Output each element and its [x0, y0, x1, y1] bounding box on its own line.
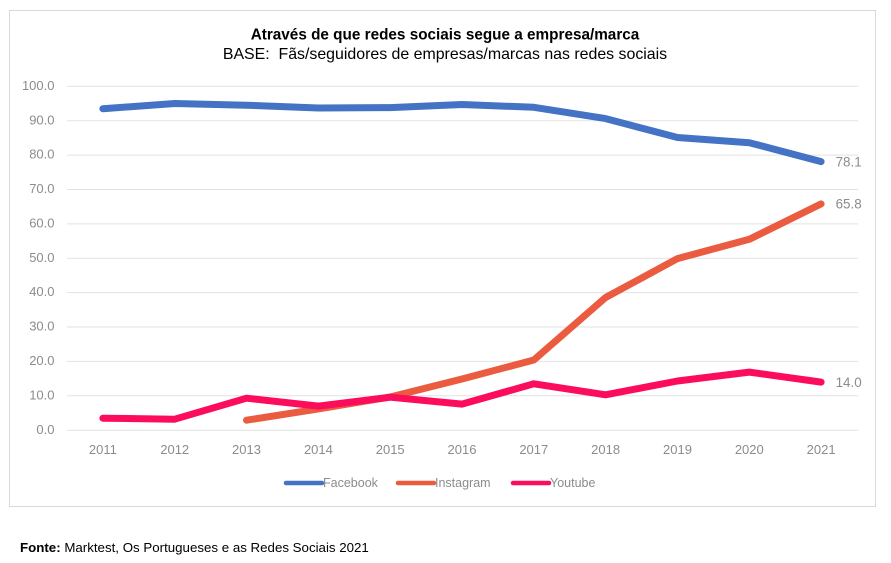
- svg-text:20.0: 20.0: [29, 353, 54, 368]
- svg-text:Facebook: Facebook: [323, 476, 379, 490]
- svg-text:Fonte: Marktest, Os Portuguese: Fonte: Marktest, Os Portugueses e as Red…: [20, 540, 369, 555]
- svg-text:70.0: 70.0: [29, 181, 54, 196]
- svg-text:2017: 2017: [519, 442, 548, 457]
- svg-text:30.0: 30.0: [29, 319, 54, 334]
- svg-text:Instagram: Instagram: [435, 476, 491, 490]
- svg-text:78.1: 78.1: [836, 154, 862, 169]
- svg-text:80.0: 80.0: [29, 147, 54, 162]
- svg-text:50.0: 50.0: [29, 250, 54, 265]
- svg-text:40.0: 40.0: [29, 284, 54, 299]
- svg-text:60.0: 60.0: [29, 216, 54, 231]
- svg-text:2021: 2021: [807, 442, 836, 457]
- svg-text:Youtube: Youtube: [550, 476, 595, 490]
- svg-text:2019: 2019: [663, 442, 692, 457]
- svg-text:2014: 2014: [304, 442, 333, 457]
- svg-text:65.8: 65.8: [836, 197, 862, 212]
- svg-text:2015: 2015: [376, 442, 405, 457]
- svg-text:90.0: 90.0: [29, 112, 54, 127]
- svg-text:Através de que redes sociais s: Através de que redes sociais segue a emp…: [251, 27, 640, 44]
- svg-text:BASE: Fãs/seguidores de empre: BASE: Fãs/seguidores de empresas/marcas …: [223, 46, 667, 63]
- svg-text:2012: 2012: [160, 442, 189, 457]
- svg-text:0.0: 0.0: [36, 422, 54, 437]
- svg-text:2013: 2013: [232, 442, 261, 457]
- svg-text:2020: 2020: [735, 442, 764, 457]
- svg-text:100.0: 100.0: [22, 78, 55, 93]
- svg-text:2011: 2011: [89, 442, 117, 457]
- svg-text:2016: 2016: [448, 442, 477, 457]
- svg-text:14.0: 14.0: [836, 375, 862, 390]
- svg-text:10.0: 10.0: [29, 387, 54, 402]
- svg-text:2018: 2018: [591, 442, 620, 457]
